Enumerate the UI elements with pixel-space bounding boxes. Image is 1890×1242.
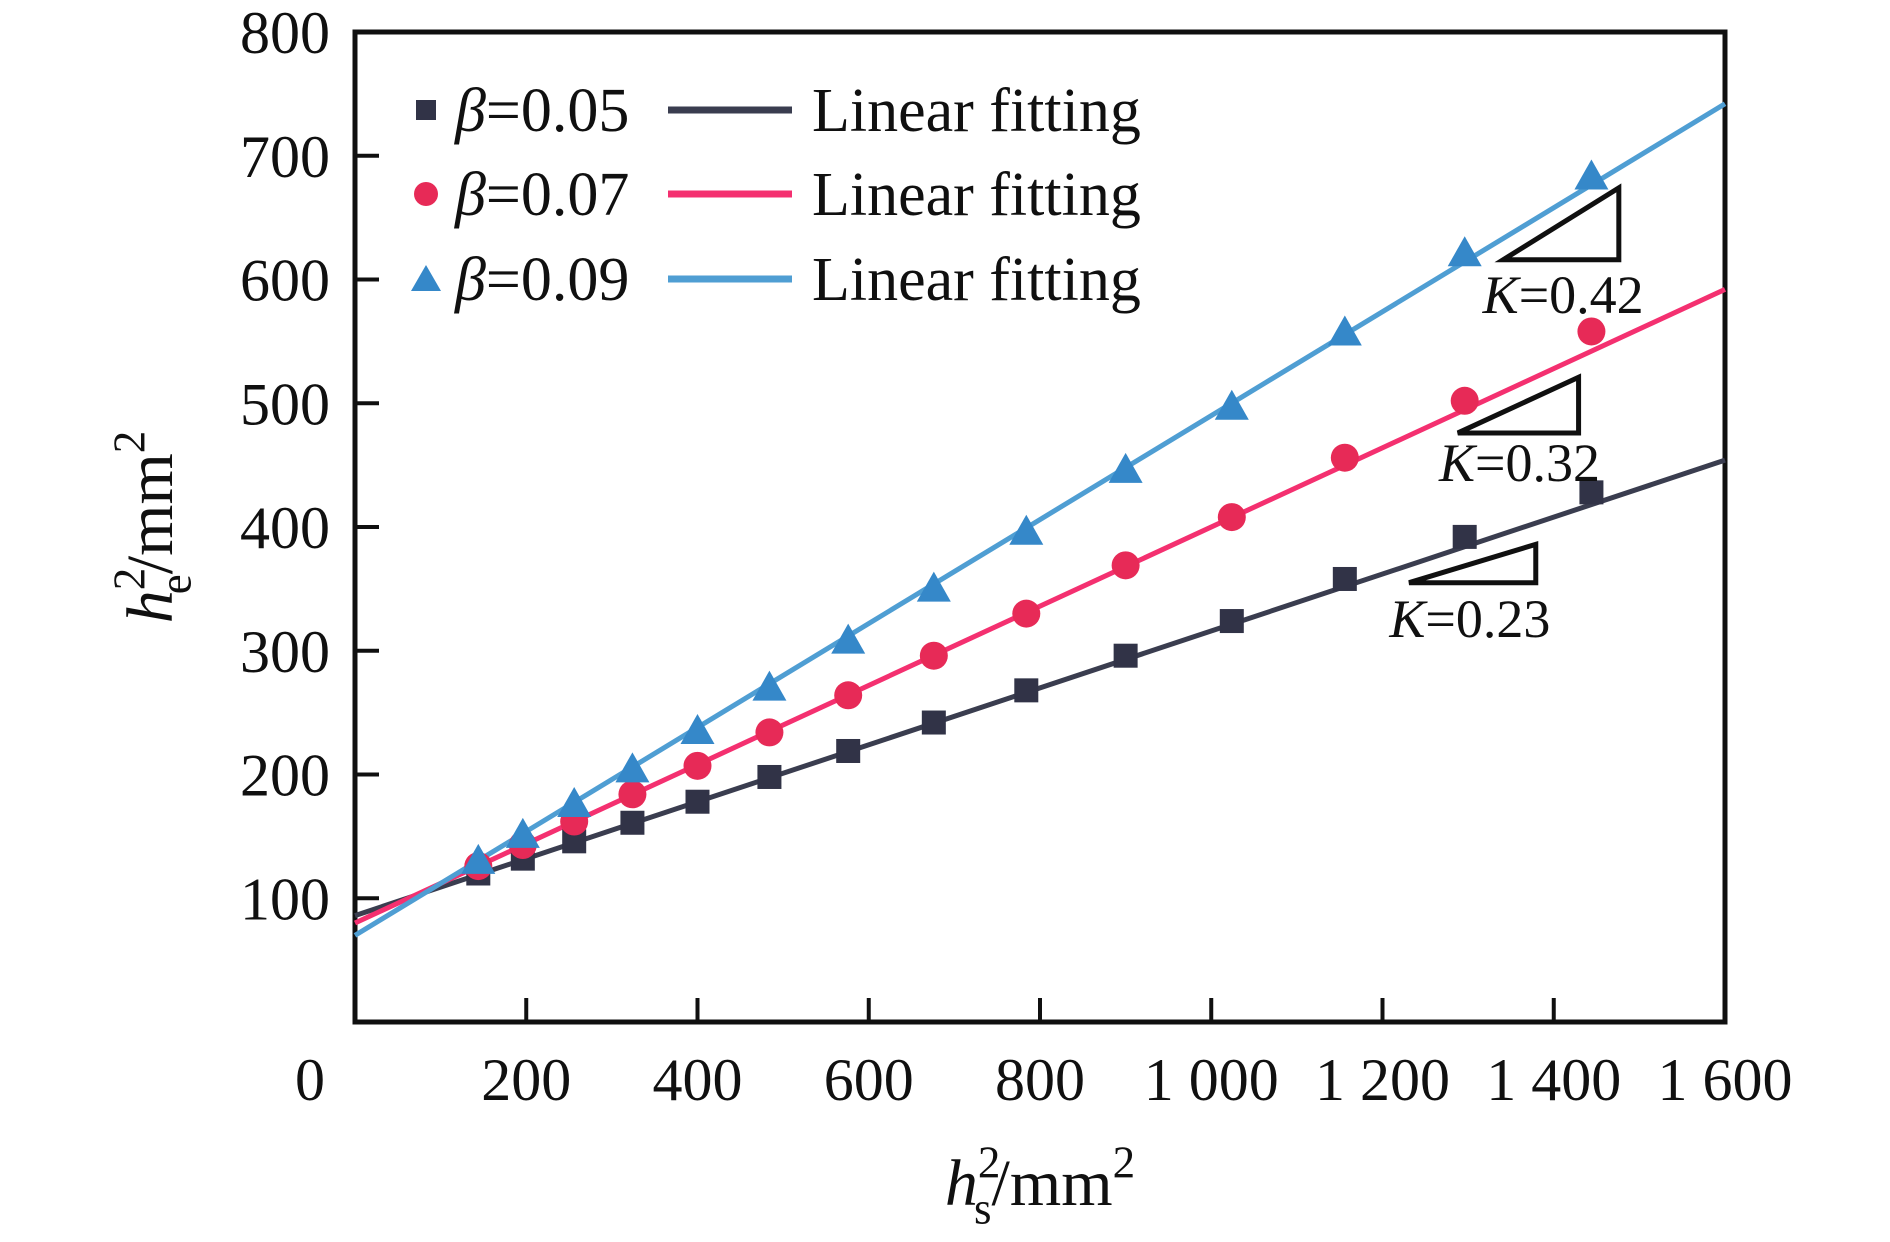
series-beta-0.09-marker bbox=[557, 786, 592, 817]
x-axis-tick-label: 200 bbox=[481, 1047, 571, 1113]
series-beta-0.09-marker bbox=[505, 817, 540, 848]
x-axis-tick-label: 1 400 bbox=[1486, 1047, 1621, 1113]
series-beta-0.05-marker bbox=[620, 810, 645, 835]
series-beta-0.05-marker bbox=[836, 738, 861, 763]
y-axis-tick-label: 600 bbox=[240, 248, 330, 314]
series-beta-0.09-fit-line bbox=[353, 101, 1727, 938]
y-axis-tick-label: 400 bbox=[240, 495, 330, 561]
slope-annotation-label-3: K=0.23 bbox=[1388, 589, 1550, 649]
legend-beta-0.07-label: β=0.07 bbox=[454, 161, 629, 229]
y-axis-title: h2e/mm2 bbox=[104, 431, 200, 624]
series-beta-0.07-marker bbox=[1330, 443, 1359, 472]
legend-beta-0.09-label: β=0.09 bbox=[454, 246, 629, 314]
slope-annotation-triangle-3 bbox=[1408, 540, 1539, 586]
plot-frame bbox=[352, 29, 1728, 1025]
series-beta-0.07-marker bbox=[1217, 503, 1246, 532]
series-beta-0.09-marker bbox=[1574, 159, 1609, 190]
slope-annotation-label-1: K=0.42 bbox=[1482, 265, 1644, 325]
series-beta-0.09-marker bbox=[461, 843, 496, 874]
x-axis-tick-label: 400 bbox=[653, 1047, 743, 1113]
x-axis-tick-label: 600 bbox=[824, 1047, 914, 1113]
x-axis-tick-label: 1 200 bbox=[1315, 1047, 1450, 1113]
series-beta-0.05-marker bbox=[921, 710, 946, 735]
series-beta-0.07-marker bbox=[834, 681, 863, 710]
slope-annotation-triangle-2 bbox=[1456, 373, 1582, 436]
series-beta-0.07-marker bbox=[919, 641, 948, 670]
series-beta-0.09-marker bbox=[1108, 452, 1143, 483]
y-axis-tick-label: 500 bbox=[240, 371, 330, 437]
series-beta-0.05-marker bbox=[1014, 678, 1039, 703]
series-beta-0.09-marker bbox=[615, 752, 650, 783]
y-axis-tick-label: 800 bbox=[240, 0, 330, 66]
x-axis-tick-label: 800 bbox=[995, 1047, 1085, 1113]
x-axis-tick-label: 1 600 bbox=[1658, 1047, 1793, 1113]
series-beta-0.09-marker bbox=[1214, 389, 1249, 420]
legend-beta-0.07-marker bbox=[414, 182, 438, 206]
y-axis-tick-label: 300 bbox=[240, 619, 330, 685]
x-axis-title: h2 s/mm2 bbox=[945, 1137, 1135, 1233]
legend-beta-0.05-fit-label: Linear fitting bbox=[812, 77, 1141, 145]
legend-beta-0.09-marker bbox=[411, 265, 441, 291]
series-beta-0.07-marker bbox=[618, 780, 647, 809]
y-axis-tick-label: 100 bbox=[240, 866, 330, 932]
series-beta-0.09-marker bbox=[916, 571, 951, 602]
slope-annotation-triangle-1 bbox=[1494, 183, 1622, 263]
slope-annotation-label-2: K=0.32 bbox=[1438, 433, 1600, 493]
series-beta-0.07-marker bbox=[1450, 386, 1479, 415]
series-beta-0.05-marker bbox=[1219, 609, 1244, 634]
series-beta-0.07-marker bbox=[755, 718, 784, 747]
series-beta-0.07-marker bbox=[683, 751, 712, 780]
series-beta-0.05-fit-line bbox=[354, 457, 1726, 918]
legend-beta-0.07-fit-label: Linear fitting bbox=[812, 161, 1141, 229]
series-beta-0.09-marker bbox=[1009, 514, 1044, 545]
series-beta-0.05-marker bbox=[1332, 566, 1357, 591]
legend-beta-0.05-label: β=0.05 bbox=[454, 77, 629, 145]
series-beta-0.07-marker bbox=[1577, 317, 1606, 346]
x-axis-tick-label: 0 bbox=[295, 1047, 325, 1113]
series-beta-0.09-marker bbox=[1327, 315, 1362, 346]
series-beta-0.05-marker bbox=[1113, 643, 1138, 668]
series-beta-0.05-marker bbox=[1579, 480, 1604, 505]
legend-beta-0.05-marker bbox=[416, 100, 436, 120]
series-beta-0.09-marker bbox=[831, 623, 866, 654]
series-beta-0.07-marker bbox=[1012, 599, 1041, 628]
series-beta-0.09-marker bbox=[1447, 236, 1482, 267]
series-beta-0.07-marker bbox=[1111, 551, 1140, 580]
series-beta-0.05-marker bbox=[757, 764, 782, 789]
series-beta-0.09-marker bbox=[752, 670, 787, 701]
series-beta-0.09-marker bbox=[680, 713, 715, 744]
y-axis-tick-label: 700 bbox=[240, 124, 330, 190]
legend-beta-0.09-fit-label: Linear fitting bbox=[812, 246, 1141, 314]
series-beta-0.05-marker bbox=[1452, 524, 1477, 549]
series-beta-0.05-marker bbox=[685, 789, 710, 814]
y-axis-tick-label: 200 bbox=[240, 743, 330, 809]
x-axis-tick-label: 1 000 bbox=[1144, 1047, 1279, 1113]
